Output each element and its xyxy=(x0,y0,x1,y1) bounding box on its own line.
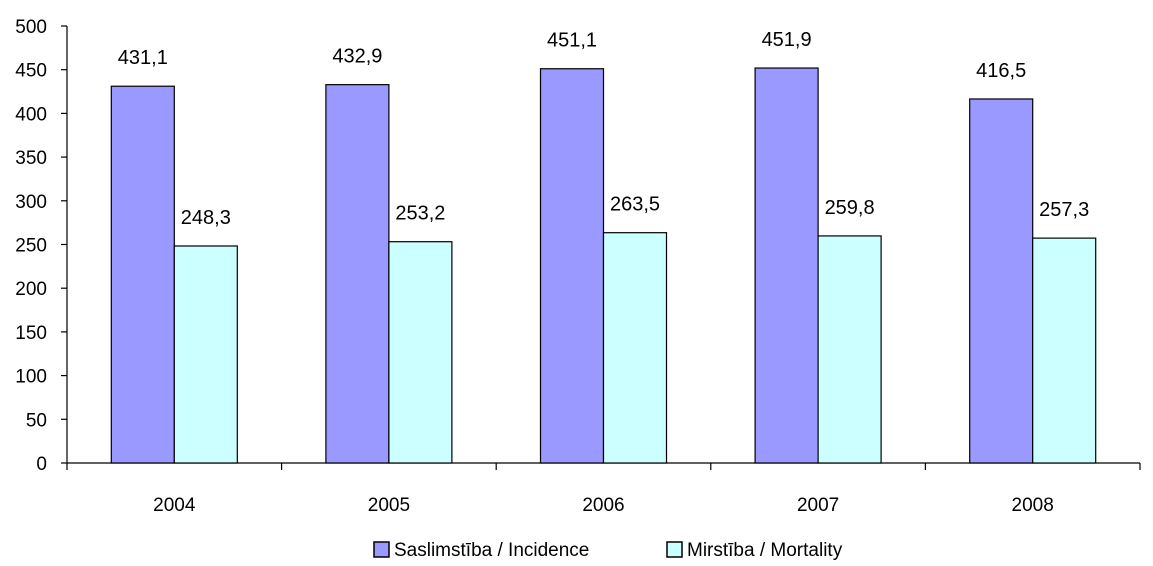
data-label-incidence-2008: 416,5 xyxy=(976,60,1026,82)
data-label-incidence-2007: 451,9 xyxy=(762,29,812,51)
y-tick-label: 400 xyxy=(15,104,47,125)
data-label-incidence-2004: 431,1 xyxy=(118,47,168,69)
data-label-mortality-2005: 253,2 xyxy=(395,203,445,225)
y-axis: 0 50 100 150 200 250 300 350 400 450 500 xyxy=(15,17,67,475)
x-tick-label: 2004 xyxy=(153,495,196,516)
data-label-mortality-2006: 263,5 xyxy=(610,194,660,216)
x-tick-label: 2005 xyxy=(368,495,410,516)
x-tick-label: 2006 xyxy=(582,495,624,516)
data-label-mortality-2004: 248,3 xyxy=(181,207,231,229)
bar-incidence-2004 xyxy=(111,86,174,463)
y-tick-label: 0 xyxy=(36,454,47,475)
bars xyxy=(111,68,1095,463)
bar-incidence-2007 xyxy=(755,68,818,463)
y-tick-label: 450 xyxy=(15,61,47,82)
bar-incidence-2006 xyxy=(541,69,604,463)
y-tick-label: 300 xyxy=(15,192,47,213)
x-tick-label: 2007 xyxy=(797,495,839,516)
bar-incidence-2005 xyxy=(326,85,389,463)
x-tick-label: 2008 xyxy=(1012,495,1054,516)
x-axis: 2004 2005 2006 2007 2008 xyxy=(67,463,1140,516)
y-tick-label: 250 xyxy=(15,236,47,257)
bar-mortality-2004 xyxy=(174,246,237,463)
bar-mortality-2005 xyxy=(389,242,452,463)
legend-label-incidence: Saslimstība / Incidence xyxy=(394,540,589,561)
bar-mortality-2007 xyxy=(818,236,881,463)
legend-swatch-incidence xyxy=(374,542,389,557)
data-label-incidence-2006: 451,1 xyxy=(547,30,597,52)
bar-mortality-2006 xyxy=(604,233,667,463)
data-label-mortality-2007: 259,8 xyxy=(825,197,875,219)
data-label-incidence-2005: 432,9 xyxy=(332,46,382,68)
legend-swatch-mortality xyxy=(667,542,682,557)
legend-label-mortality: Mirstība / Mortality xyxy=(687,540,843,561)
data-label-mortality-2008: 257,3 xyxy=(1039,199,1089,221)
y-tick-label: 350 xyxy=(15,148,47,169)
bar-mortality-2008 xyxy=(1033,238,1096,463)
y-tick-label: 200 xyxy=(15,279,47,300)
legend: Saslimstība / Incidence Mirstība / Morta… xyxy=(374,540,843,561)
y-tick-label: 500 xyxy=(15,17,47,38)
y-tick-label: 150 xyxy=(15,323,47,344)
bar-incidence-2008 xyxy=(970,99,1033,463)
y-tick-label: 50 xyxy=(26,410,47,431)
y-tick-label: 100 xyxy=(15,367,47,388)
